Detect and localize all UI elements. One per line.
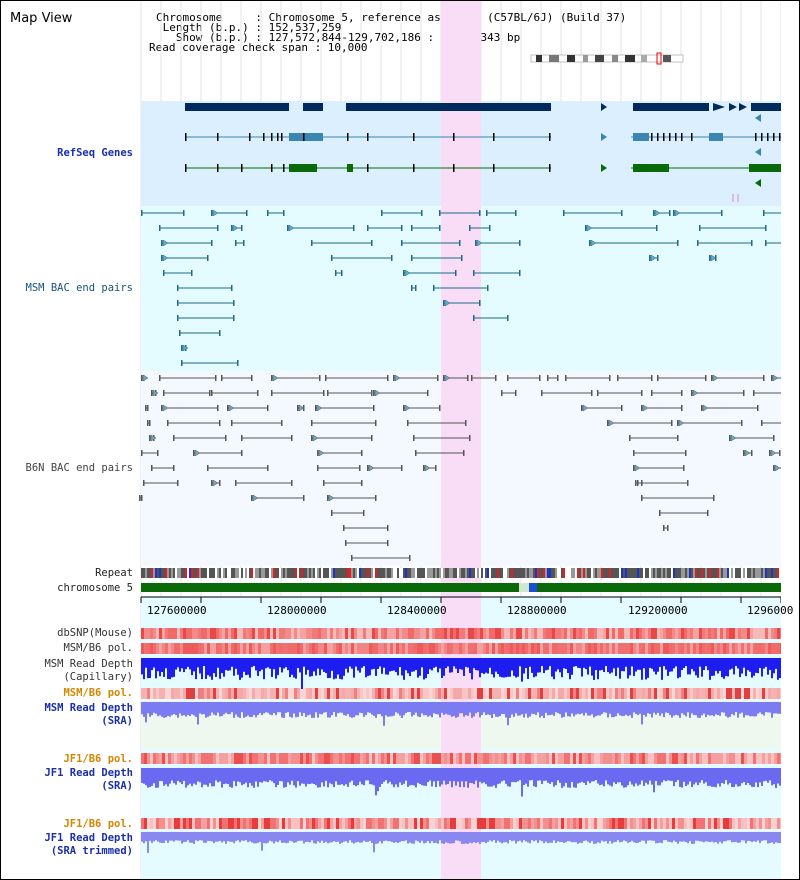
track-label-jf1-depth-trimmed-sub: (SRA trimmed)	[50, 845, 133, 857]
gene-arrow[interactable]	[755, 148, 761, 156]
track-label-msm-b6-pol[interactable]: MSM/B6 pol.	[63, 642, 133, 654]
exon-block[interactable]	[749, 164, 781, 172]
exon-block[interactable]	[347, 164, 353, 172]
gene-block[interactable]	[303, 103, 323, 111]
gene-arrow[interactable]	[601, 133, 607, 141]
track-label-jf1-depth-trimmed[interactable]: JF1 Read Depth	[44, 832, 133, 844]
gene-arrow[interactable]	[729, 103, 737, 111]
track-label-msm-depth-sra-sub: (SRA)	[101, 715, 133, 727]
gene-block[interactable]	[751, 103, 781, 111]
track-label-dbsnp[interactable]: dbSNP(Mouse)	[57, 627, 133, 639]
track-label-jf1-pol[interactable]: JF1/B6 pol.	[63, 753, 133, 765]
track-label-repeat[interactable]: Repeat	[95, 567, 133, 579]
right-margin	[781, 1, 799, 879]
track-label-chromosome[interactable]: chromosome 5	[57, 582, 133, 594]
track-label-msm-bac[interactable]: MSM BAC end pairs	[25, 282, 133, 294]
gene-arrow[interactable]	[755, 179, 761, 187]
gene-arrow[interactable]	[739, 103, 747, 111]
length-info: Length (b.p.) : 152,537,259	[156, 21, 342, 34]
track-label-msm-b6-pol-sra[interactable]: MSM/B6 pol.	[63, 687, 133, 699]
b6n-bac-track[interactable]	[139, 374, 783, 561]
coverage-span-info: Read coverage check span : 10,000	[149, 41, 368, 54]
track-label-msm-depth-sra[interactable]: MSM Read Depth	[44, 702, 133, 714]
page-title: Map View	[10, 11, 73, 26]
track-label-jf1-depth-sra[interactable]: JF1 Read Depth	[44, 767, 133, 779]
chromosome-ideogram[interactable]	[530, 52, 684, 65]
axis-tick-label: 128400000	[387, 604, 447, 617]
track-label-jf1-depth-sra-sub: (SRA)	[101, 780, 133, 792]
axis-tick-label: 128800000	[507, 604, 567, 617]
repeat-track[interactable]	[141, 568, 781, 578]
polymorphism-heat-tracks[interactable]	[141, 628, 783, 829]
highlight-region[interactable]	[441, 1, 481, 880]
refseq-genes-track[interactable]	[185, 103, 781, 202]
axis-tick-label: 1296000	[747, 604, 794, 617]
exon-block[interactable]	[709, 133, 723, 141]
read-depth-tracks[interactable]	[141, 658, 781, 853]
track-label-jf1-pol-2[interactable]: JF1/B6 pol.	[63, 818, 133, 830]
exon-block[interactable]	[633, 164, 669, 172]
axis-tick-label: 127600000	[147, 604, 207, 617]
gene-arrow[interactable]	[713, 103, 725, 111]
exon-block[interactable]	[633, 133, 649, 141]
gene-arrow[interactable]	[755, 114, 761, 122]
axis-tick-label: 128000000	[267, 604, 327, 617]
exon-block[interactable]	[289, 133, 323, 141]
gene-block[interactable]	[633, 103, 709, 111]
chromosome-bar[interactable]	[141, 583, 781, 592]
track-label-msm-depth-capillary[interactable]: MSM Read Depth	[44, 658, 133, 670]
track-label-b6n-bac[interactable]: B6N BAC end pairs	[25, 462, 133, 474]
axis-tick-label: 129200000	[628, 604, 688, 617]
gene-arrow[interactable]	[601, 103, 607, 111]
gene-arrow[interactable]	[601, 164, 607, 172]
msm-bac-track[interactable]	[141, 209, 783, 366]
exon-block[interactable]	[289, 164, 317, 172]
gene-block[interactable]	[346, 103, 551, 111]
track-label-refseq[interactable]: RefSeq Genes	[57, 147, 133, 159]
gene-block[interactable]	[185, 103, 289, 111]
track-label-msm-depth-capillary-sub: (Capillary)	[63, 671, 133, 683]
